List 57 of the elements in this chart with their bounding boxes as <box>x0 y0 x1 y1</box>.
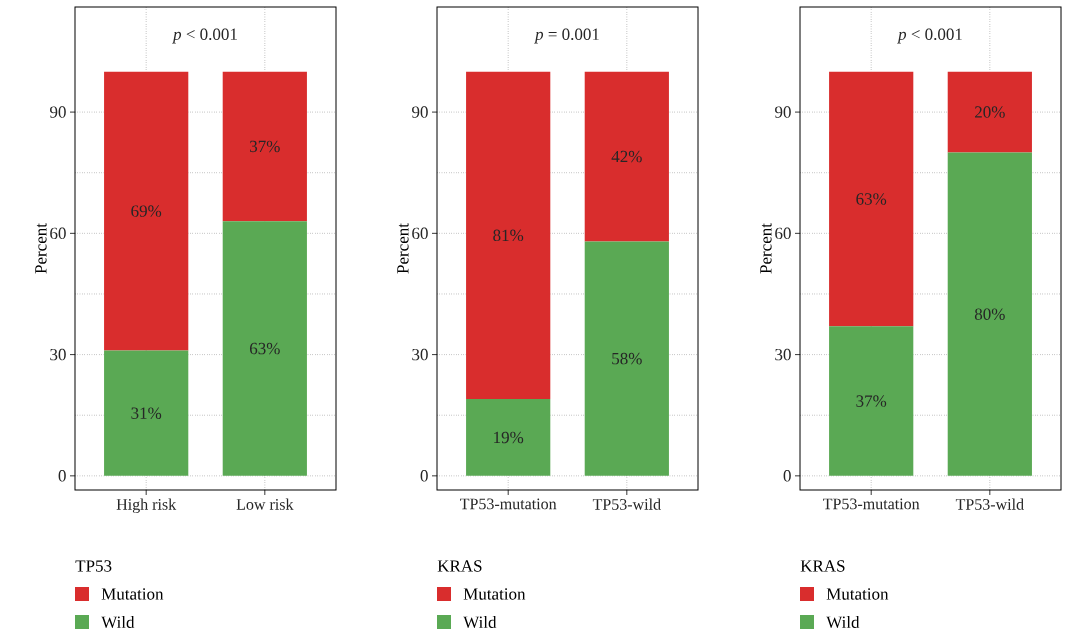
legend-label: Wild <box>826 615 860 629</box>
x-tick-label: TP53-mutation <box>823 498 920 510</box>
y-tick-label: 30 <box>775 348 791 361</box>
data-label: 42% <box>611 150 642 163</box>
y-tick-label: 30 <box>50 348 66 361</box>
bar <box>947 152 1032 476</box>
data-label: 37% <box>856 395 887 407</box>
legend-label: Mutation <box>826 588 889 600</box>
y-tick-label: 0 <box>58 470 66 482</box>
x-tick-label: High risk <box>116 498 177 514</box>
x-tick-label: TP53-wild <box>955 498 1024 510</box>
x-tick-label: TP53-mutation <box>460 498 557 510</box>
bar <box>829 71 914 327</box>
y-tick-label: 60 <box>412 227 428 240</box>
legend-title: KRAS <box>437 560 482 572</box>
y-axis-title: Percent <box>760 223 772 274</box>
bar <box>466 399 551 476</box>
bar <box>222 71 307 222</box>
data-label: 19% <box>494 431 524 444</box>
bar <box>466 71 551 400</box>
y-tick-label: 90 <box>412 106 428 118</box>
legend-label: Wild <box>101 615 135 629</box>
data-label: 63% <box>249 342 280 355</box>
bar <box>584 241 669 476</box>
bar <box>222 221 307 476</box>
annotation: p < 0.001 <box>172 28 237 44</box>
y-tick-label: 0 <box>783 470 791 482</box>
bar <box>584 71 669 242</box>
annotation: p = 0.001 <box>534 28 599 44</box>
x-tick-label: Low risk <box>236 498 294 510</box>
y-axis-title: Percent <box>35 223 47 274</box>
legend-label: Mutation <box>463 588 526 600</box>
bar <box>104 71 189 351</box>
data-label: 69% <box>131 205 162 217</box>
legend-title: TP53 <box>75 560 112 572</box>
y-tick-label: 90 <box>50 106 66 118</box>
data-label: 80% <box>974 308 1005 320</box>
data-label: 37% <box>250 140 280 153</box>
y-axis-title: Percent <box>397 223 409 274</box>
data-label: 58% <box>612 352 642 365</box>
bar <box>829 326 914 476</box>
data-label: 63% <box>856 193 887 205</box>
y-tick-label: 0 <box>420 470 428 482</box>
y-tick-label: 60 <box>50 227 66 240</box>
annotation: p < 0.001 <box>897 28 962 44</box>
y-tick-label: 30 <box>412 348 428 361</box>
legend-title: KRAS <box>800 560 845 572</box>
y-tick-label: 90 <box>775 106 791 118</box>
data-label: 31% <box>131 407 162 419</box>
legend-label: Wild <box>463 615 497 629</box>
x-tick-label: TP53-wild <box>592 498 661 510</box>
y-tick-label: 60 <box>775 227 791 240</box>
bar <box>947 71 1032 153</box>
data-label: 20% <box>975 106 1005 118</box>
bar <box>104 350 189 476</box>
data-label: 81% <box>493 229 524 242</box>
legend-label: Mutation <box>101 588 164 600</box>
